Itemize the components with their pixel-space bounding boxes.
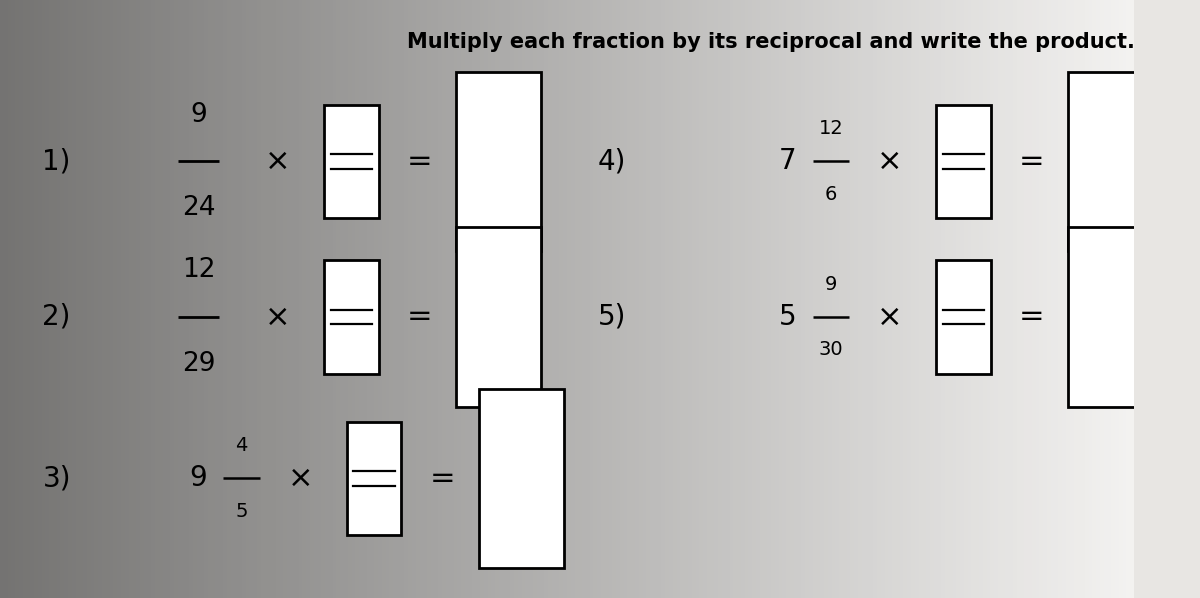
Text: Multiply each fraction by its reciprocal and write the product.: Multiply each fraction by its reciprocal… [407, 32, 1135, 52]
Text: ×: × [288, 464, 313, 493]
Text: 24: 24 [181, 195, 215, 221]
Text: 3): 3) [42, 465, 71, 492]
Text: 5: 5 [235, 502, 247, 521]
Text: =: = [407, 303, 432, 331]
Text: 12: 12 [818, 119, 844, 138]
Bar [936, 105, 991, 218]
Text: ×: × [265, 303, 290, 331]
Text: ×: × [265, 147, 290, 176]
Bar [456, 72, 541, 251]
Text: 30: 30 [818, 340, 844, 359]
Text: =: = [1019, 147, 1044, 176]
Text: 9: 9 [190, 465, 208, 492]
Text: ×: × [877, 303, 902, 331]
Text: 4): 4) [598, 148, 626, 175]
Text: 4: 4 [235, 436, 247, 455]
Bar [324, 260, 379, 374]
Bar [456, 227, 541, 407]
Bar [1068, 227, 1153, 407]
Text: =: = [407, 147, 432, 176]
Text: 29: 29 [181, 350, 215, 377]
Text: =: = [1019, 303, 1044, 331]
Text: 2): 2) [42, 303, 71, 331]
Bar [479, 389, 564, 568]
Text: 1): 1) [42, 148, 71, 175]
Text: =: = [430, 464, 455, 493]
Bar [1068, 72, 1153, 251]
Text: 12: 12 [181, 257, 215, 283]
Text: 5: 5 [779, 303, 797, 331]
Text: 6: 6 [824, 185, 838, 204]
Text: ×: × [877, 147, 902, 176]
Bar [324, 105, 379, 218]
Text: 9: 9 [824, 274, 838, 294]
Bar [936, 260, 991, 374]
Text: 7: 7 [779, 148, 797, 175]
Text: 9: 9 [190, 102, 206, 128]
Bar [347, 422, 401, 535]
Text: 5): 5) [598, 303, 626, 331]
